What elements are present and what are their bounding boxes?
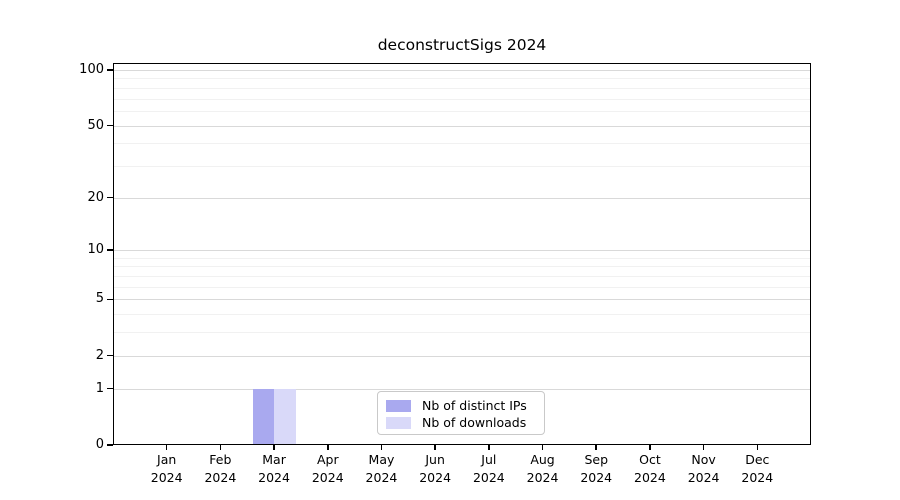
chart-title: deconstructSigs 2024 bbox=[377, 36, 547, 54]
x-tick bbox=[702, 445, 705, 450]
y-gridline-minor bbox=[113, 257, 811, 259]
y-tick-label: 5 bbox=[95, 291, 104, 307]
x-tick-label: Sep 2024 bbox=[580, 452, 613, 485]
y-gridline-major bbox=[113, 70, 811, 71]
legend-swatch-distinct-ips bbox=[386, 399, 411, 412]
x-tick bbox=[273, 445, 275, 450]
legend-label-distinct-ips: Nb of distinct IPs bbox=[422, 397, 527, 413]
y-gridline-minor bbox=[113, 286, 811, 288]
x-tick bbox=[165, 445, 168, 450]
x-tick-label: Jul 2024 bbox=[472, 452, 505, 485]
y-tick bbox=[107, 249, 113, 251]
y-tick bbox=[107, 124, 113, 127]
y-tick bbox=[107, 196, 113, 199]
y-tick bbox=[107, 69, 113, 71]
y-tick-label: 1 bbox=[95, 380, 104, 396]
y-gridline-major bbox=[113, 299, 811, 301]
y-tick-label: 20 bbox=[87, 189, 104, 205]
y-gridline-minor bbox=[113, 78, 811, 80]
y-gridline-minor bbox=[113, 332, 811, 334]
x-tick-label: Apr 2024 bbox=[311, 452, 344, 485]
y-gridline-minor bbox=[113, 266, 811, 268]
x-tick bbox=[595, 445, 597, 450]
legend-item-downloads: Nb of downloads bbox=[386, 414, 536, 431]
x-tick-label: Mar 2024 bbox=[258, 452, 290, 485]
y-tick-label: 10 bbox=[87, 242, 104, 258]
plot-area: Nb of distinct IPs Nb of downloads bbox=[113, 63, 811, 445]
y-gridline-major bbox=[113, 250, 811, 252]
x-tick bbox=[434, 445, 436, 450]
y-tick-label: 2 bbox=[95, 347, 104, 363]
legend: Nb of distinct IPs Nb of downloads bbox=[377, 391, 545, 435]
x-tick-label: Jun 2024 bbox=[419, 452, 452, 485]
x-tick-label: Oct 2024 bbox=[634, 452, 666, 485]
x-tick bbox=[327, 445, 329, 450]
y-gridline-minor bbox=[113, 276, 811, 278]
x-tick-label: Nov 2024 bbox=[687, 452, 720, 485]
x-tick-label: Aug 2024 bbox=[526, 452, 559, 485]
y-gridline-minor bbox=[113, 143, 811, 145]
y-tick bbox=[107, 387, 113, 390]
x-tick bbox=[488, 445, 490, 450]
y-tick bbox=[107, 298, 113, 301]
y-gridline-major bbox=[113, 388, 811, 390]
x-tick-label: Dec 2024 bbox=[741, 452, 774, 485]
y-gridline-major bbox=[113, 197, 811, 199]
y-gridline-major bbox=[113, 125, 811, 127]
legend-item-distinct-ips: Nb of distinct IPs bbox=[386, 397, 536, 414]
x-tick-label: Jan 2024 bbox=[150, 452, 183, 485]
bar-nb-of-distinct-ips bbox=[252, 388, 275, 445]
bar-nb-of-downloads bbox=[274, 388, 296, 445]
y-tick-label: 100 bbox=[79, 62, 104, 77]
x-tick bbox=[380, 445, 383, 450]
y-gridline-major bbox=[113, 355, 811, 357]
y-gridline-minor bbox=[113, 98, 811, 100]
y-tick-label: 0 bbox=[95, 437, 104, 452]
x-tick bbox=[756, 445, 759, 450]
y-tick bbox=[107, 354, 113, 357]
x-tick bbox=[219, 445, 222, 450]
y-tick-label: 50 bbox=[87, 117, 104, 133]
x-tick bbox=[541, 445, 544, 450]
legend-swatch-downloads bbox=[386, 416, 411, 429]
x-tick bbox=[649, 445, 651, 450]
y-gridline-minor bbox=[113, 165, 811, 167]
y-gridline-minor bbox=[113, 314, 811, 316]
y-gridline-minor bbox=[113, 110, 811, 112]
x-tick-label: Feb 2024 bbox=[204, 452, 237, 485]
x-tick-label: May 2024 bbox=[365, 452, 398, 485]
y-gridline-minor bbox=[113, 87, 811, 89]
legend-label-downloads: Nb of downloads bbox=[422, 414, 527, 430]
y-tick bbox=[107, 444, 113, 446]
